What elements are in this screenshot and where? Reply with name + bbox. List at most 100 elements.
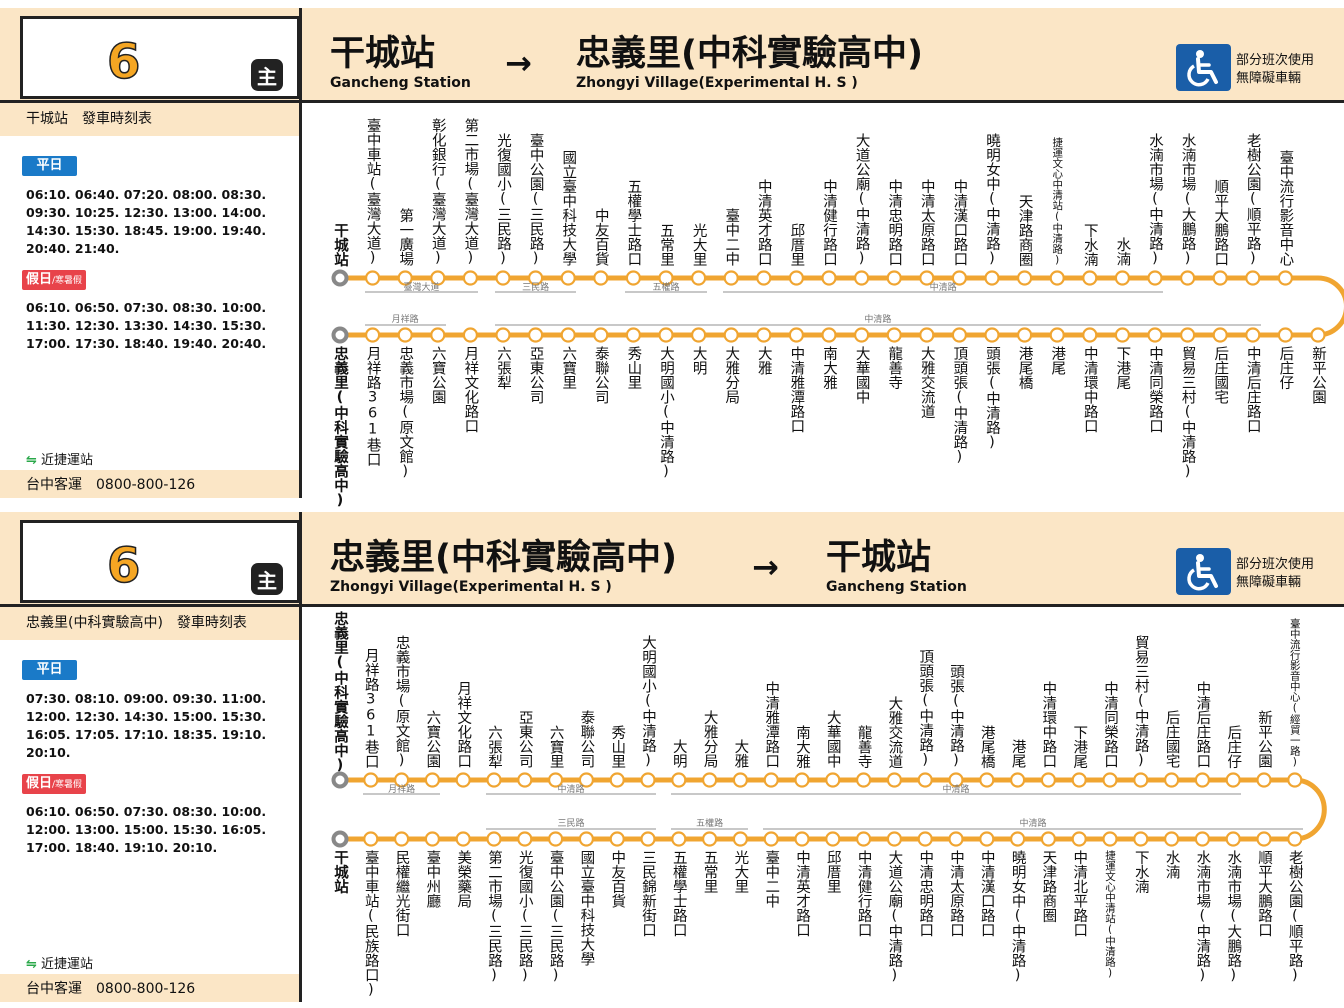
- stop-marker: [691, 327, 707, 343]
- street-bar: [625, 291, 707, 293]
- bottom-stop-label: 光大里: [732, 850, 749, 894]
- bottom-stop-label: 臺中車站(民族路口): [362, 850, 379, 998]
- stop-marker: [331, 771, 349, 789]
- stop-marker: [578, 831, 594, 847]
- top-stop-label: 曉明女中(中清路): [984, 132, 1000, 267]
- top-stop-label: 第一廣場: [397, 208, 414, 266]
- stop-marker: [1009, 831, 1026, 847]
- mrt-note-text: 近捷運站: [41, 453, 94, 468]
- stop-marker: [951, 270, 968, 286]
- top-stop-label: 臺中公園(三民路): [527, 132, 544, 267]
- stop-marker: [788, 270, 804, 286]
- stop-marker: [979, 772, 995, 788]
- stop-marker: [702, 772, 718, 788]
- mrt-icon: ⇋: [26, 957, 37, 972]
- to-station-en: Gancheng Station: [826, 579, 967, 595]
- stop-marker: [1133, 831, 1149, 847]
- street-bar: [364, 324, 446, 326]
- stop-marker: [640, 831, 656, 847]
- top-stop-label: 大道公廟(中清路): [853, 132, 870, 267]
- stop-marker: [825, 772, 841, 788]
- stop-marker: [1310, 327, 1326, 343]
- company-hotline: 台中客運 0800-800-126: [0, 974, 299, 1002]
- top-stop-label: 天津路商圈: [1016, 193, 1033, 267]
- timetable-title: 忠義里(中科實驗高中) 發車時刻表: [0, 607, 299, 640]
- top-stop-label: 臺中二中: [723, 208, 740, 266]
- bottom-stop-label: 下港尾: [1114, 346, 1131, 390]
- bottom-stop-label: 五常里: [701, 850, 718, 894]
- bottom-stop-label: 光復國小(三民路): [516, 850, 533, 984]
- stop-marker: [393, 831, 410, 847]
- stop-marker: [794, 831, 810, 847]
- top-stop-label: 龍善寺: [855, 724, 872, 769]
- weekday-time-row: 14:30. 15:30. 18:45. 19:00. 19:40.: [26, 223, 267, 238]
- top-stop-label: 貿易三村(中清路): [1132, 634, 1149, 769]
- top-stop-label: 中清漢口路口: [951, 179, 968, 266]
- top-stop-label: 六寶公園: [424, 710, 441, 768]
- stop-marker: [1016, 327, 1033, 343]
- panel-header: 6 主 干城站 Gancheng Station → 忠義里(中科實驗高中) Z…: [0, 8, 1344, 100]
- stop-marker: [430, 270, 446, 286]
- top-stop-label: 新平公園: [1256, 710, 1272, 768]
- mrt-icon: ⇋: [26, 453, 37, 468]
- company-hotline: 台中客運 0800-800-126: [0, 470, 299, 498]
- stop-marker: [979, 831, 995, 847]
- holiday-badge: 假日/寒暑假: [22, 774, 87, 794]
- weekday-time-row: 20:40. 21:40.: [26, 241, 120, 256]
- stop-marker: [1071, 831, 1087, 847]
- bottom-stop-label: 中清健行路口: [855, 850, 872, 937]
- bottom-stop-label: 泰聯公司: [592, 346, 609, 404]
- bottom-stop-label: 中清環中路口: [1081, 346, 1098, 433]
- stop-marker: [331, 326, 349, 344]
- stop-marker: [1009, 772, 1026, 788]
- timetable-column: 干城站 發車時刻表 平日 06:10. 06:40. 07:20. 08:00.…: [0, 103, 299, 498]
- bottom-stop-label: 水湳: [1163, 850, 1180, 879]
- route-diagram: 干城站 臺中車站(臺灣大道) 第一廣場 彰化銀行(臺灣大道) 第二市場(臺灣大道) 光復國…: [302, 103, 1344, 509]
- to-station-title: 干城站: [826, 538, 932, 578]
- top-stop-label: 中友百貨: [592, 208, 609, 266]
- bottom-stop-label: 國立臺中科技大學: [578, 850, 595, 966]
- stop-marker: [593, 327, 609, 343]
- stop-marker: [1194, 831, 1211, 847]
- stop-marker: [517, 772, 533, 788]
- wheelchair-icon: [1176, 548, 1231, 595]
- stop-marker: [1163, 772, 1180, 788]
- stop-marker: [886, 327, 902, 343]
- top-stop-label: 中清太原路口: [918, 179, 935, 266]
- bottom-stop-label: 老樹公園(順平路): [1286, 850, 1303, 984]
- street-name-label: 中清路: [929, 283, 957, 293]
- stop-marker: [948, 831, 964, 847]
- stop-marker: [691, 270, 707, 286]
- top-stop-label: 港尾橋: [978, 724, 995, 769]
- top-stop-label: 水湳市場(中清路): [1147, 132, 1163, 267]
- bottom-stop-label: 后庄仔: [1277, 346, 1294, 390]
- top-stop-label: 大明國小(中清路): [640, 634, 656, 769]
- route-main-badge: 主: [251, 59, 283, 91]
- stop-marker: [756, 327, 772, 343]
- stop-marker: [528, 327, 544, 343]
- street-name-label: 五權路: [696, 819, 724, 829]
- bottom-stop-label: 大雅分局: [723, 346, 740, 404]
- bottom-stop-label: 民權繼光街口: [393, 850, 410, 937]
- holiday-time-row: 12:00. 13:00. 15:00. 15:30. 16:05.: [26, 822, 267, 837]
- top-stop-label: 五權學士路口: [625, 179, 642, 266]
- stop-marker: [853, 327, 870, 343]
- stop-marker: [455, 831, 471, 847]
- bottom-stop-label: 貿易三村(中清路): [1179, 346, 1196, 480]
- bottom-stop-label: 大道公廟(中清路): [886, 850, 903, 984]
- stop-marker: [658, 327, 674, 343]
- top-stop-label: 中清后庄路口: [1194, 681, 1211, 768]
- holiday-sub: /寒暑假: [52, 276, 83, 286]
- from-station-title: 忠義里(中科實驗高中): [330, 538, 677, 578]
- stop-marker: [825, 831, 841, 847]
- route-line-svg: [331, 269, 1344, 344]
- street-name-label: 三民路: [557, 819, 585, 829]
- route-main-badge: 主: [251, 563, 283, 595]
- route-line: [340, 275, 1344, 338]
- street-name-label: 中清路: [557, 785, 585, 795]
- street-bar: [670, 793, 1242, 795]
- stop-marker: [1049, 327, 1065, 343]
- top-stop-label: 順平大鵬路口: [1212, 179, 1229, 266]
- street-bar: [486, 828, 656, 830]
- top-stop-label: 干城站: [332, 222, 348, 267]
